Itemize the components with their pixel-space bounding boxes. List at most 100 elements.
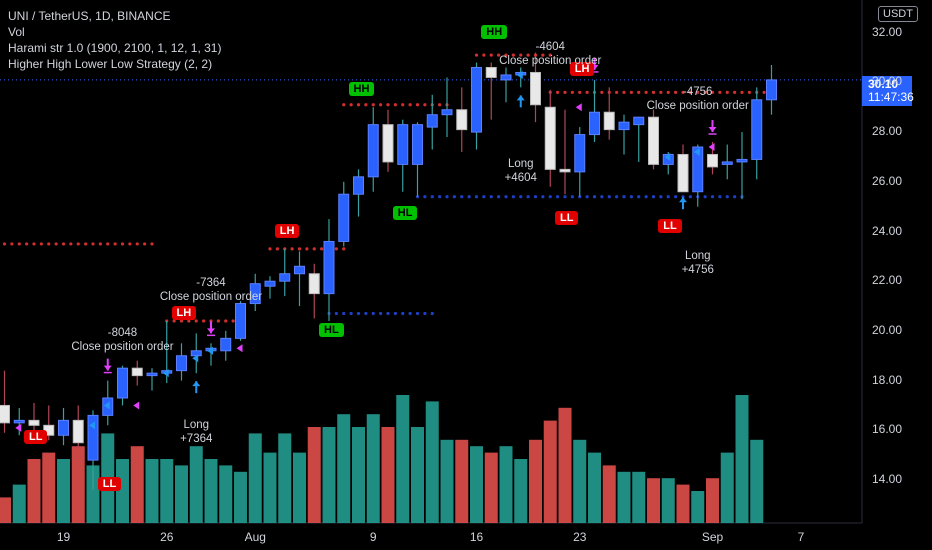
volume-legend[interactable]: Vol xyxy=(8,25,25,39)
signal-marker xyxy=(162,369,169,378)
volume-bar xyxy=(27,459,41,523)
level-dot xyxy=(637,90,641,94)
level-dot xyxy=(504,53,508,57)
candle-body xyxy=(28,419,40,426)
level-dot xyxy=(98,242,102,246)
pivot-label: LH xyxy=(171,305,197,320)
signal-marker xyxy=(207,346,213,355)
level-dot xyxy=(526,53,530,57)
level-dot xyxy=(17,242,21,246)
level-dot xyxy=(725,195,729,199)
time-tick: 9 xyxy=(369,530,377,544)
level-dot xyxy=(467,195,471,199)
candle-body xyxy=(500,74,512,81)
volume-bar xyxy=(293,452,306,523)
candle-body xyxy=(633,116,645,126)
price-tick: 18.00 xyxy=(872,372,903,387)
level-dot xyxy=(371,311,375,316)
level-dot xyxy=(25,242,29,246)
level-dot xyxy=(578,90,582,94)
time-tick: 19 xyxy=(56,530,71,544)
volume-bar xyxy=(42,452,56,523)
level-dot xyxy=(607,195,611,199)
level-dot xyxy=(482,195,486,199)
price-tick: 28.00 xyxy=(872,124,903,139)
level-dot xyxy=(438,195,442,199)
current-price: 30.10 xyxy=(868,77,899,91)
level-dot xyxy=(356,103,361,107)
volume-bar xyxy=(543,420,557,523)
level-dot xyxy=(541,195,545,199)
candle-body xyxy=(485,66,497,78)
level-dot xyxy=(511,195,515,199)
volume-bar xyxy=(12,484,26,523)
volume-bar xyxy=(189,446,203,523)
candle-body xyxy=(338,193,350,242)
level-dot xyxy=(415,103,420,107)
long-arrow-head xyxy=(192,381,201,387)
level-dot xyxy=(651,195,656,199)
level-dot xyxy=(615,195,619,199)
trade-annotation-line: Close position order xyxy=(646,99,749,112)
level-dot xyxy=(585,90,589,94)
level-dot xyxy=(401,103,405,107)
hhll-strategy-legend[interactable]: Higher High Lower Low Strategy (2, 2) xyxy=(8,57,213,71)
candle-body xyxy=(58,419,69,436)
level-dot xyxy=(113,242,117,246)
pivot-label: HL xyxy=(319,322,344,337)
level-dot xyxy=(179,319,184,323)
candle-body xyxy=(190,350,202,357)
harami-indicator-legend[interactable]: Harami str 1.0 (1900, 2100, 1, 12, 1, 31… xyxy=(8,41,222,55)
trade-annotation-line: Long xyxy=(183,418,210,431)
trade-annotation-line: Close position order xyxy=(499,55,602,68)
volume-bar xyxy=(396,395,410,523)
trade-annotation-line: Long xyxy=(684,249,711,262)
candle-body xyxy=(559,168,571,173)
level-dot xyxy=(379,311,383,316)
candle-body xyxy=(648,116,659,165)
pivot-label: LL xyxy=(555,211,579,226)
signal-marker xyxy=(664,152,671,161)
level-dot xyxy=(733,195,737,199)
volume-bar xyxy=(425,401,439,523)
close-arrow-head xyxy=(708,127,717,133)
price-tick: 22.00 xyxy=(872,273,903,288)
level-dot xyxy=(39,242,43,246)
trade-annotation-line: Close position order xyxy=(159,291,263,304)
level-dot xyxy=(489,195,493,199)
level-dot xyxy=(629,195,633,199)
trade-annotation: -4756 Close position order xyxy=(647,85,749,113)
candle-body xyxy=(603,111,615,131)
level-dot xyxy=(637,195,641,199)
level-dot xyxy=(172,319,176,323)
level-dot xyxy=(54,242,58,246)
volume-bar xyxy=(617,471,631,523)
volume-bar xyxy=(514,459,528,523)
symbol-title[interactable]: UNI / TetherUS, 1D, BINANCE xyxy=(8,9,171,23)
signal-marker xyxy=(89,421,95,430)
volume-bar xyxy=(676,484,690,523)
level-dot xyxy=(666,195,670,199)
volume-bar xyxy=(278,433,292,523)
volume-bar xyxy=(529,439,542,523)
level-dot xyxy=(61,242,66,246)
candle-body xyxy=(146,372,158,377)
level-dot xyxy=(570,90,574,94)
level-dot xyxy=(460,195,464,199)
candle-body xyxy=(412,124,423,165)
level-dot xyxy=(497,53,501,57)
candle-body xyxy=(382,124,394,163)
currency-button[interactable]: USDT xyxy=(878,6,918,22)
level-dot xyxy=(202,319,206,323)
level-dot xyxy=(143,242,147,246)
level-dot xyxy=(32,242,36,246)
volume-bar xyxy=(145,459,159,523)
candle-body xyxy=(176,355,187,372)
candle-body xyxy=(589,111,600,136)
level-dot xyxy=(290,247,294,251)
level-dot xyxy=(445,195,449,199)
volume-bar xyxy=(706,478,719,523)
price-tick: 14.00 xyxy=(872,472,903,486)
price-tick: 30.00 xyxy=(872,74,903,89)
